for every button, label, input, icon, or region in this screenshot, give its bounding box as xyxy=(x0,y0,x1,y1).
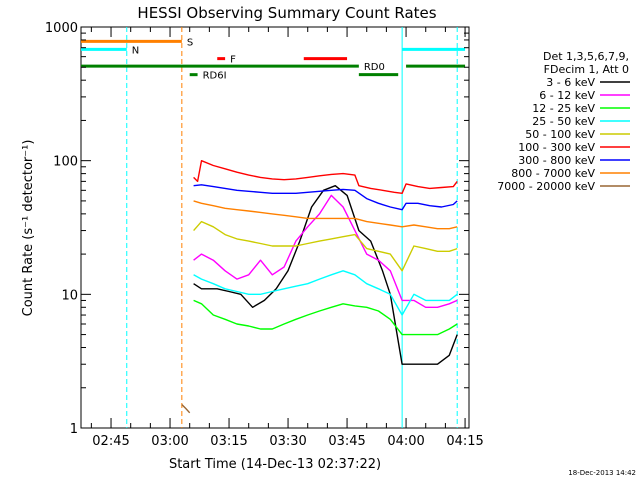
series-line xyxy=(193,299,458,336)
series-line xyxy=(181,404,191,414)
series-line xyxy=(193,194,458,308)
legend-entry-label: 300 - 800 keV xyxy=(518,154,595,167)
series-line xyxy=(193,160,458,194)
legend-entry-label: 50 - 100 keV xyxy=(525,128,595,141)
chart-title: HESSI Observing Summary Count Rates xyxy=(137,4,436,22)
x-tick-label: 03:15 xyxy=(210,434,247,449)
legend-entry-label: 3 - 6 keV xyxy=(546,76,595,89)
flag-label: RD6I xyxy=(203,71,227,82)
x-axis: 02:45 03:00 03:15 03:30 03:45 04:00 04:15 xyxy=(90,27,484,449)
series-line xyxy=(193,270,458,316)
x-tick-label: 03:00 xyxy=(151,434,188,449)
x-tick-label: 04:00 xyxy=(387,434,424,449)
series-line xyxy=(193,185,458,365)
legend-entry-label: 7000 - 20000 keV xyxy=(497,180,595,193)
reference-vlines xyxy=(126,27,458,428)
x-tick-label: 04:15 xyxy=(446,434,483,449)
y-axis: 1 10 100 1000 xyxy=(45,21,469,437)
x-axis-label: Start Time (14-Dec-13 02:37:22) xyxy=(169,457,381,472)
legend-header: FDecim 1, Att 0 xyxy=(544,63,629,76)
y-tick-label: 1 xyxy=(70,422,78,437)
series-line xyxy=(193,200,458,230)
x-tick-label: 02:45 xyxy=(92,434,129,449)
legend-header: Det 1,3,5,6,7,9, xyxy=(543,50,629,63)
plot-frame xyxy=(80,26,470,429)
y-tick-label: 100 xyxy=(53,155,78,170)
timestamp: 18-Dec-2013 14:42 xyxy=(568,469,636,477)
flag-label: RD0 xyxy=(364,62,385,73)
flag-label: F xyxy=(230,55,236,66)
observing-flags: S N F RD0 RD6I xyxy=(81,37,466,82)
legend-entry-label: 100 - 300 keV xyxy=(518,141,595,154)
y-tick-label: 1000 xyxy=(45,21,78,36)
legend-entry-label: 6 - 12 keV xyxy=(539,89,595,102)
x-tick-label: 03:45 xyxy=(328,434,365,449)
series-line xyxy=(193,220,458,272)
series-lines xyxy=(181,160,458,414)
legend-entry-label: 25 - 50 keV xyxy=(532,115,595,128)
legend: Det 1,3,5,6,7,9,FDecim 1, Att 03 - 6 keV… xyxy=(497,50,630,193)
flag-label: S xyxy=(187,37,193,48)
series-line xyxy=(193,184,458,211)
y-tick-label: 10 xyxy=(61,288,78,303)
legend-entry-label: 800 - 7000 keV xyxy=(511,167,595,180)
legend-entry-label: 12 - 25 keV xyxy=(532,102,595,115)
x-tick-label: 03:30 xyxy=(269,434,306,449)
flag-label: N xyxy=(132,45,139,56)
y-axis-label: Count Rate (s⁻¹ detector⁻¹) xyxy=(21,140,36,317)
